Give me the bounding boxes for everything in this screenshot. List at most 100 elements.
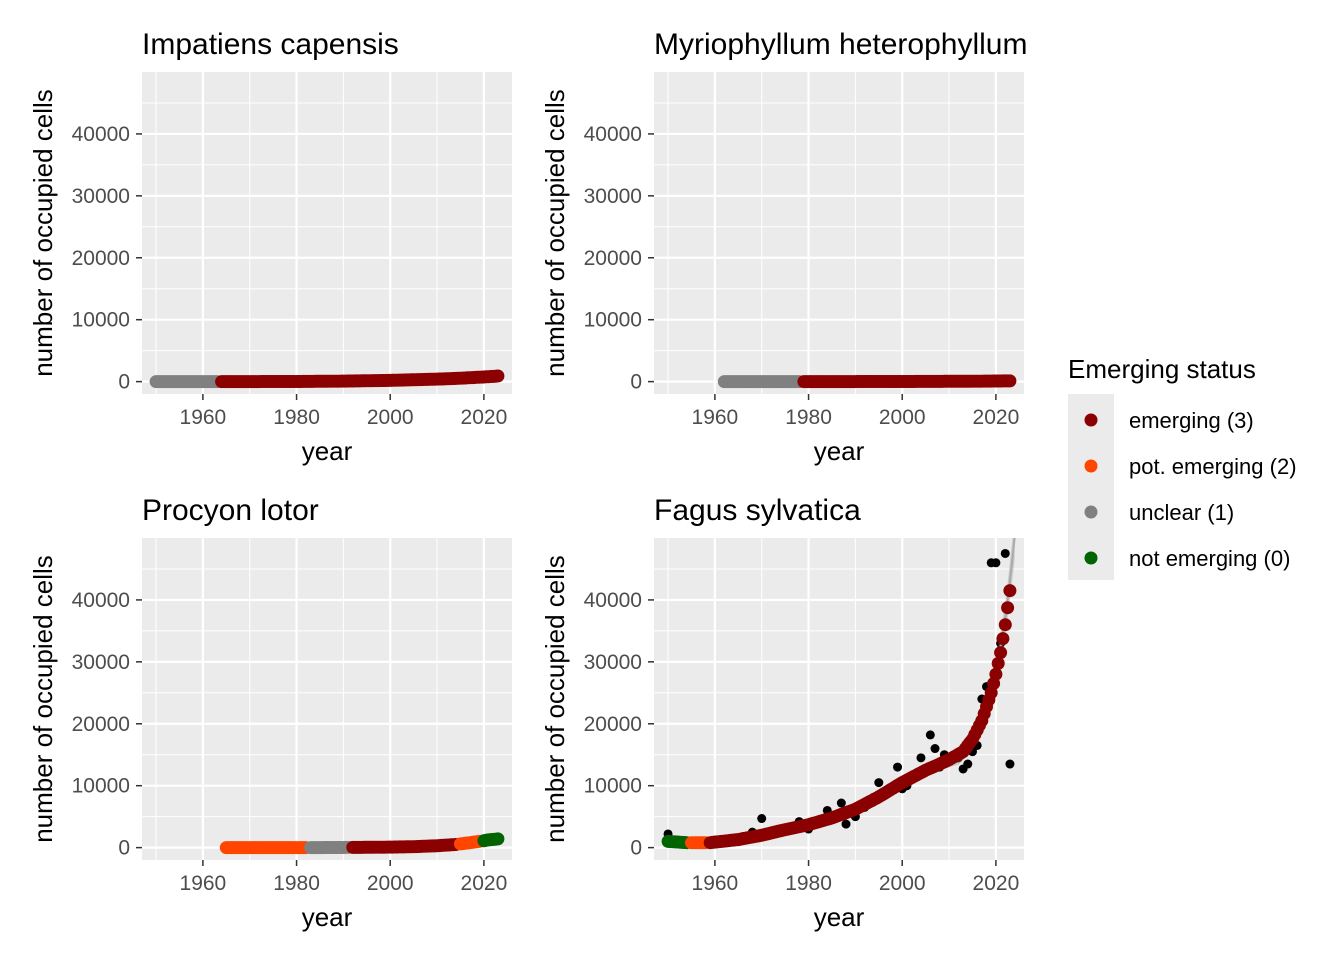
status-point <box>491 369 505 383</box>
status-point <box>989 667 1003 681</box>
legend-swatch-1 <box>1084 505 1098 519</box>
x-tick-label: 2000 <box>367 406 414 429</box>
raw-point <box>874 778 884 788</box>
status-segment-3 <box>703 584 1017 850</box>
raw-point <box>916 753 926 763</box>
legend-label-2: pot. emerging (2) <box>1129 454 1297 479</box>
axes: 1960 1980 2000 2020 0 10000 20000 30000 40000 <box>584 589 1020 895</box>
y-tick-label: 30000 <box>584 651 642 674</box>
x-tick-label: 1960 <box>180 406 227 429</box>
x-tick-label: 1980 <box>273 872 320 895</box>
y-tick-label: 10000 <box>72 775 130 798</box>
y-tick-label: 40000 <box>584 123 642 146</box>
y-tick-label: 30000 <box>584 185 642 208</box>
data-layer <box>149 369 505 389</box>
y-tick-label: 20000 <box>584 247 642 270</box>
grid <box>654 538 1024 860</box>
y-axis-title: number of occupied cells <box>540 89 570 377</box>
status-point <box>998 618 1012 632</box>
x-tick-label: 1960 <box>692 872 739 895</box>
x-tick-label: 1960 <box>180 872 227 895</box>
x-tick-label: 2020 <box>461 406 508 429</box>
y-tick-label: 30000 <box>72 651 130 674</box>
legend-title: Emerging status <box>1068 354 1256 384</box>
x-tick-label: 1980 <box>785 406 832 429</box>
data-layer <box>661 538 1017 850</box>
y-tick-label: 10000 <box>584 309 642 332</box>
axes: 1960 1980 2000 2020 0 10000 20000 30000 40000 <box>72 589 508 895</box>
status-point <box>991 656 1005 670</box>
data-layer <box>219 832 505 855</box>
chart-panels: 1960 1980 2000 2020010000200003000040000yea… <box>28 28 1027 932</box>
y-tick-label: 20000 <box>584 713 642 736</box>
y-axis-title: number of occupied cells <box>28 555 58 843</box>
status-point <box>1003 374 1017 388</box>
status-segment-2 <box>219 841 313 855</box>
x-axis-title: year <box>302 436 353 466</box>
status-segment-2 <box>454 834 486 851</box>
x-tick-label: 2020 <box>973 406 1020 429</box>
status-point <box>1003 584 1017 598</box>
x-tick-label: 2000 <box>367 872 414 895</box>
panel-1: 1960 1980 2000 2020 0 10000 20000 30000 40000 yea… <box>28 28 512 466</box>
raw-point <box>963 759 973 769</box>
raw-point <box>1000 548 1010 558</box>
status-segment-1 <box>304 840 355 855</box>
y-tick-label: 0 <box>118 371 130 394</box>
panel-background <box>142 72 512 394</box>
status-point <box>491 832 505 846</box>
status-segment-1 <box>717 375 806 389</box>
y-tick-label: 40000 <box>584 589 642 612</box>
y-tick-label: 0 <box>118 837 130 860</box>
raw-point <box>930 744 940 754</box>
legend-swatch-3 <box>1084 413 1098 427</box>
y-tick-label: 40000 <box>72 123 130 146</box>
panel-title: Fagus sylvatica <box>654 494 861 527</box>
legend-label-3: emerging (3) <box>1129 408 1254 433</box>
raw-point <box>991 558 1001 568</box>
raw-point <box>1005 759 1015 769</box>
y-tick-label: 0 <box>630 837 642 860</box>
status-segment-3 <box>797 374 1017 389</box>
panel-title: Myriophyllum heterophyllum <box>654 28 1027 61</box>
legend-label-0: not emerging (0) <box>1129 546 1290 571</box>
panel-2: 1960 1980 2000 2020 0 10000 20000 30000 40000 yea… <box>540 28 1027 466</box>
legend-swatch-0 <box>1084 551 1098 565</box>
status-segment-3 <box>215 369 505 389</box>
panel-title: Procyon lotor <box>142 494 319 527</box>
y-tick-label: 0 <box>630 371 642 394</box>
y-tick-label: 40000 <box>72 589 130 612</box>
panel-3: 1960 1980 2000 2020 0 10000 20000 30000 40000 yea… <box>28 494 512 932</box>
x-axis-title: year <box>814 902 865 932</box>
y-tick-label: 10000 <box>72 309 130 332</box>
y-axis-title: number of occupied cells <box>28 89 58 377</box>
x-axis-title: year <box>302 902 353 932</box>
y-axis-title: number of occupied cells <box>540 555 570 843</box>
status-point <box>1001 601 1015 615</box>
raw-point <box>841 819 851 829</box>
legend-label-1: unclear (1) <box>1129 500 1234 525</box>
x-tick-label: 2000 <box>879 872 926 895</box>
axes: 1960 1980 2000 2020 0 10000 20000 30000 40000 <box>72 123 508 429</box>
x-axis-title: year <box>814 436 865 466</box>
axes: 1960 1980 2000 2020 0 10000 20000 30000 40000 <box>584 123 1020 429</box>
x-tick-label: 2000 <box>879 406 926 429</box>
status-point <box>994 646 1008 660</box>
x-tick-label: 2020 <box>973 872 1020 895</box>
raw-point <box>893 762 903 772</box>
status-segment-0 <box>477 832 505 848</box>
y-tick-label: 20000 <box>72 713 130 736</box>
y-tick-label: 20000 <box>72 247 130 270</box>
grid <box>142 538 512 860</box>
panel-background <box>654 72 1024 394</box>
status-segment-2 <box>685 836 712 850</box>
x-tick-label: 1980 <box>273 406 320 429</box>
y-tick-label: 30000 <box>72 185 130 208</box>
x-tick-label: 2020 <box>461 872 508 895</box>
raw-point <box>925 730 935 740</box>
legend-swatch-2 <box>1084 459 1098 473</box>
x-tick-label: 1960 <box>692 406 739 429</box>
panel-title: Impatiens capensis <box>142 28 399 61</box>
y-tick-label: 10000 <box>584 775 642 798</box>
